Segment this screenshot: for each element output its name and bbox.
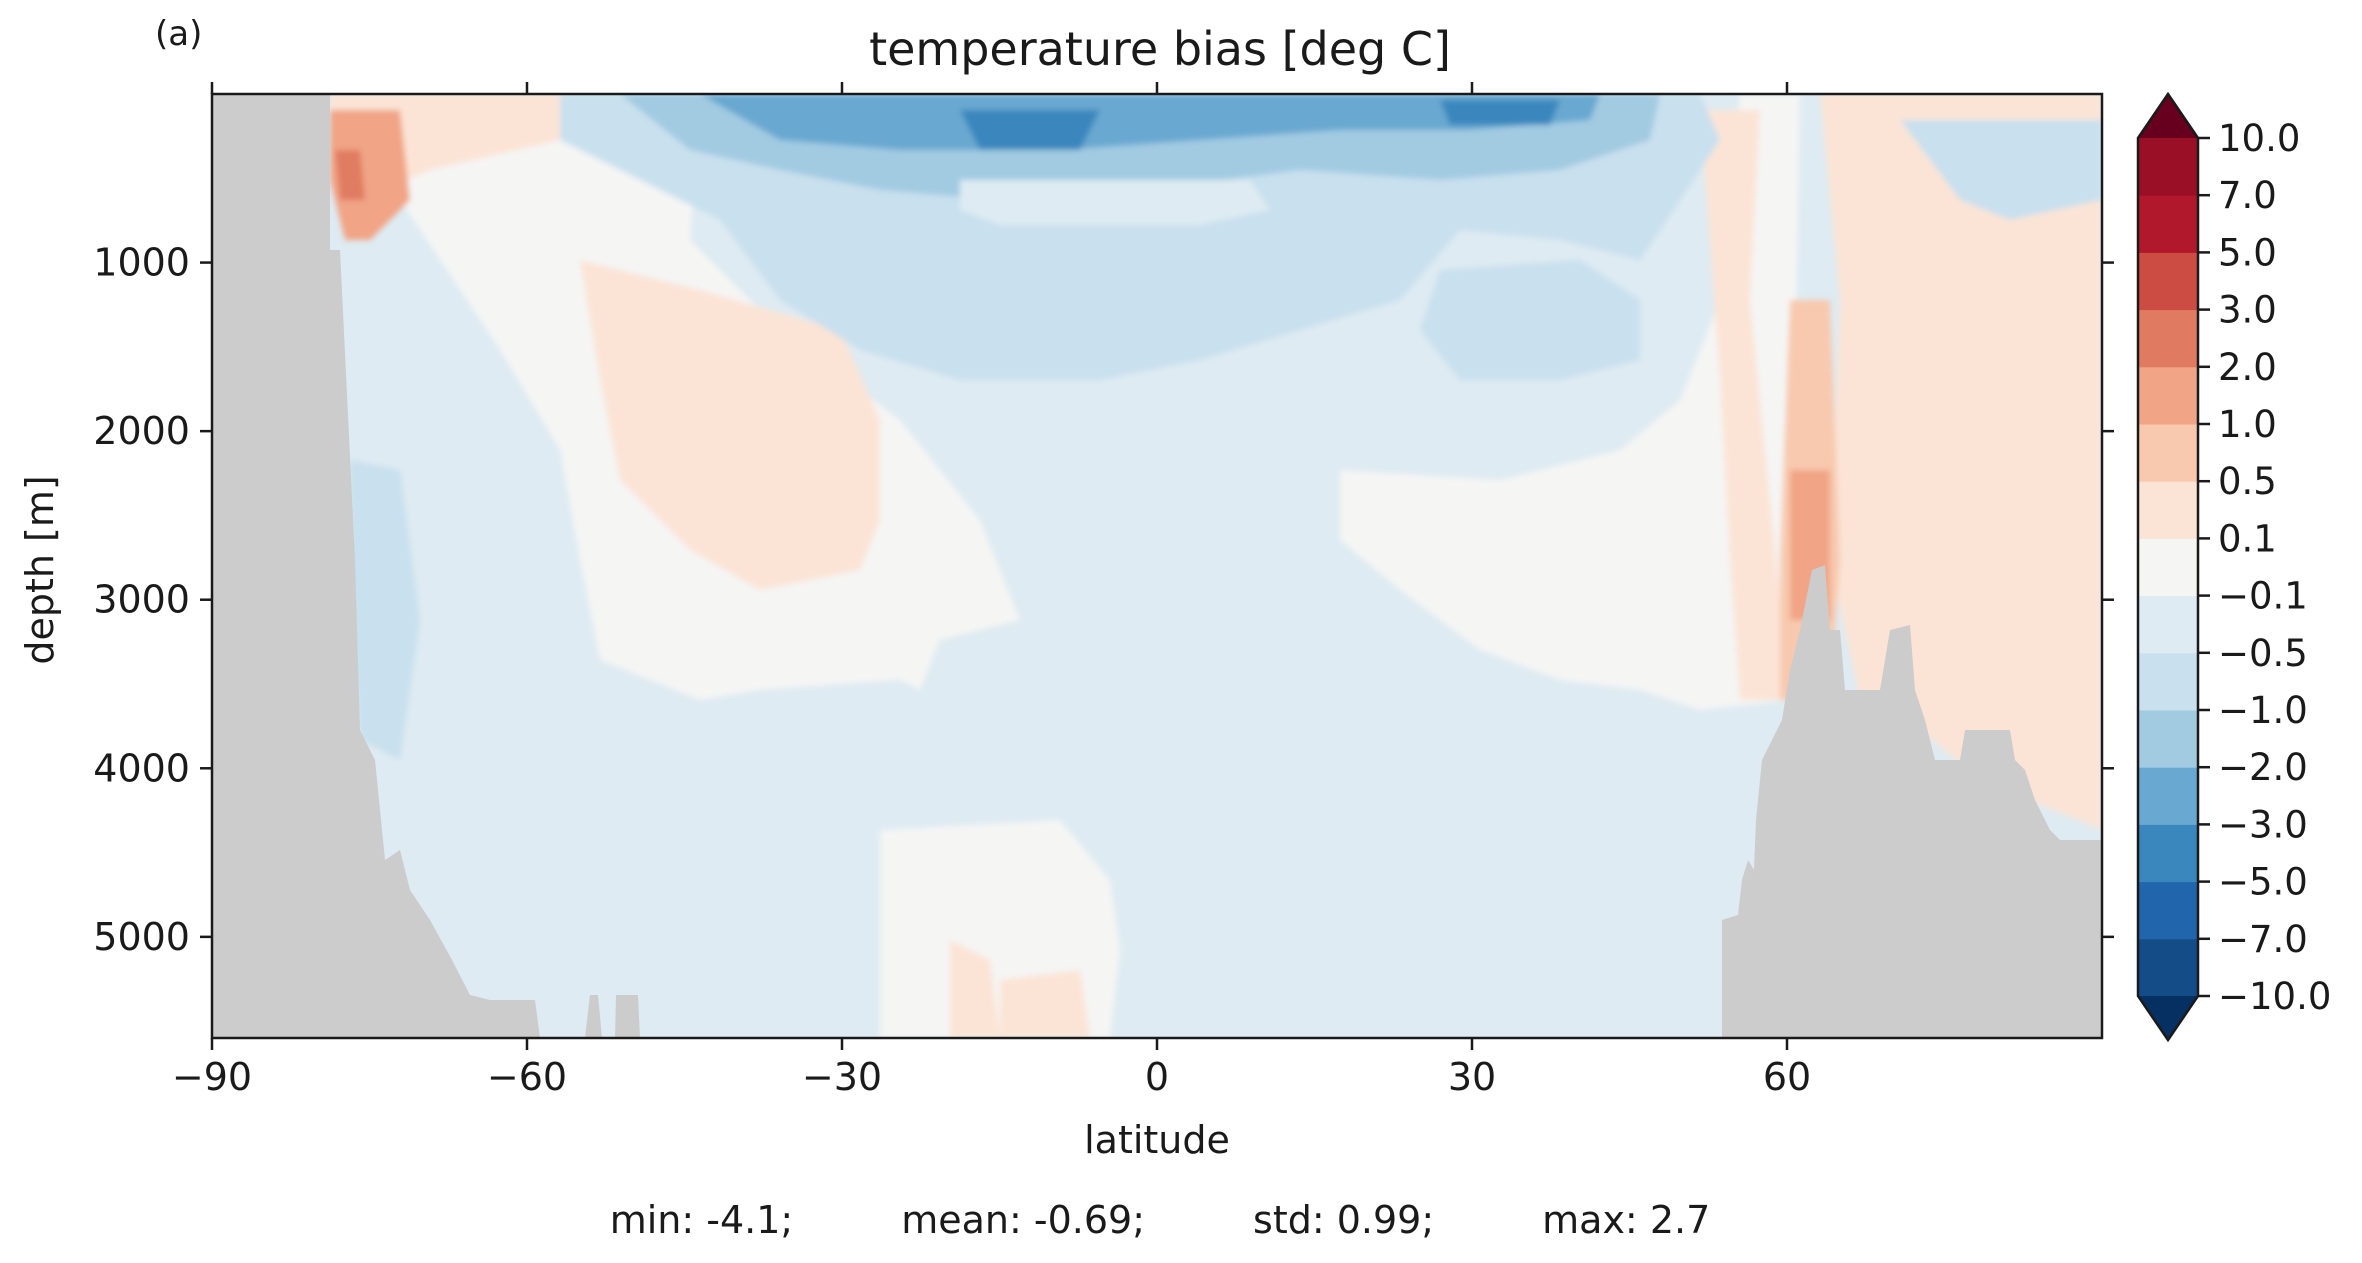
- colorbar-tick-label: −10.0: [2218, 975, 2331, 1018]
- colorbar-segment: [2138, 595, 2198, 654]
- colorbar-segment: [2138, 824, 2198, 883]
- colorbar-tick-label: −1.0: [2218, 689, 2308, 732]
- x-axis-label: latitude: [1084, 1118, 1230, 1162]
- region-cold-surface-strong: [700, 94, 1600, 150]
- colorbar-tick-label: 10.0: [2218, 117, 2300, 160]
- colorbar-segment: [2138, 538, 2198, 597]
- colorbar-segment: [2138, 652, 2198, 711]
- colorbar: −10.0 −7.0 −5.0 −3.0 −2.0 −1.0 −0.5 −0.1 0.1 0.5 1…: [2136, 91, 2331, 1043]
- colorbar-segment: [2138, 424, 2198, 482]
- colorbar-tick-label: 2.0: [2218, 346, 2277, 389]
- y-tick-label: 1000: [93, 241, 190, 285]
- region-cold-antarctic-deep: [350, 460, 420, 760]
- stat-max: max: 2.7: [1542, 1198, 1711, 1242]
- colorbar-tick-label: 0.5: [2218, 460, 2277, 503]
- region-warm-shelf-core: [330, 110, 410, 240]
- colorbar-segment: [2138, 366, 2198, 425]
- colorbar-segment: [2138, 938, 2198, 997]
- x-tick-label: 0: [1145, 1055, 1169, 1099]
- colorbar-segment: [2138, 710, 2198, 768]
- region-cold-arctic: [1900, 120, 2102, 220]
- x-tick-label: 60: [1763, 1055, 1811, 1099]
- region-subsurface-lens: [960, 180, 1270, 225]
- x-tick-label: −90: [172, 1055, 252, 1099]
- y-tick-label: 3000: [93, 578, 190, 622]
- y-tick-label: 2000: [93, 409, 190, 453]
- colorbar-segment: [2138, 252, 2198, 311]
- region-warm-deep-a: [950, 940, 1000, 1038]
- colorbar-tick-label: −5.0: [2218, 861, 2308, 904]
- y-axis: 1000 2000 3000 4000 5000: [93, 241, 2114, 959]
- y-tick-label: 5000: [93, 915, 190, 959]
- chart-title: temperature bias [deg C]: [869, 22, 1451, 76]
- x-tick-label: 30: [1448, 1055, 1496, 1099]
- region-cold-surface-peak-a: [960, 110, 1100, 150]
- colorbar-segment: [2138, 481, 2198, 539]
- region-warm-deep-b: [1000, 970, 1090, 1038]
- stats-line: min: -4.1; mean: -0.69; std: 0.99; max: 2.7: [0, 1198, 2320, 1242]
- colorbar-segment: [2138, 309, 2198, 368]
- colorbar-extend-max: [2138, 94, 2198, 138]
- region-neutral-north: [1340, 94, 1800, 710]
- colorbar-tick-label: 1.0: [2218, 403, 2277, 446]
- land-antarctica: [212, 94, 540, 1038]
- colorbar-segment: [2138, 195, 2198, 253]
- region-warm-shelf-peak: [335, 150, 365, 200]
- colorbar-tick-label: 3.0: [2218, 289, 2277, 332]
- stat-mean: mean: -0.69;: [901, 1198, 1146, 1242]
- y-tick-label: 4000: [93, 746, 190, 790]
- colorbar-tick-label: −7.0: [2218, 918, 2308, 961]
- land-arctic-ridge: [1722, 565, 2102, 1038]
- stat-min: min: -4.1;: [609, 1198, 794, 1242]
- region-cold-surface-peak-b: [1440, 100, 1560, 125]
- colorbar-tick-label: −2.0: [2218, 746, 2308, 789]
- region-warm-north-a: [1700, 110, 1790, 700]
- land-ridge-south: [585, 995, 640, 1038]
- x-tick-label: −30: [802, 1055, 882, 1099]
- colorbar-segment: [2138, 767, 2198, 825]
- region-cold-north-intermediate: [1420, 260, 1640, 380]
- temperature-bias-field: [212, 94, 2102, 1038]
- x-tick-label: −60: [487, 1055, 567, 1099]
- colorbar-tick-label: −0.5: [2218, 632, 2308, 675]
- colorbar-tick-label: 7.0: [2218, 174, 2277, 217]
- stat-std: std: 0.99;: [1253, 1198, 1435, 1242]
- colorbar-tick-label: −0.1: [2218, 575, 2308, 618]
- x-axis: −90 −60 −30 0 30 60: [172, 82, 1811, 1099]
- colorbar-tick-label: −3.0: [2218, 803, 2308, 846]
- panel-label: (a): [155, 14, 203, 54]
- colorbar-segment: [2138, 881, 2198, 940]
- colorbar-tick-label: 0.1: [2218, 517, 2277, 560]
- colorbar-extend-min: [2138, 996, 2198, 1040]
- region-warm-south-intermediate: [580, 260, 880, 590]
- colorbar-tick-label: 5.0: [2218, 231, 2277, 274]
- colorbar-segment: [2138, 138, 2198, 196]
